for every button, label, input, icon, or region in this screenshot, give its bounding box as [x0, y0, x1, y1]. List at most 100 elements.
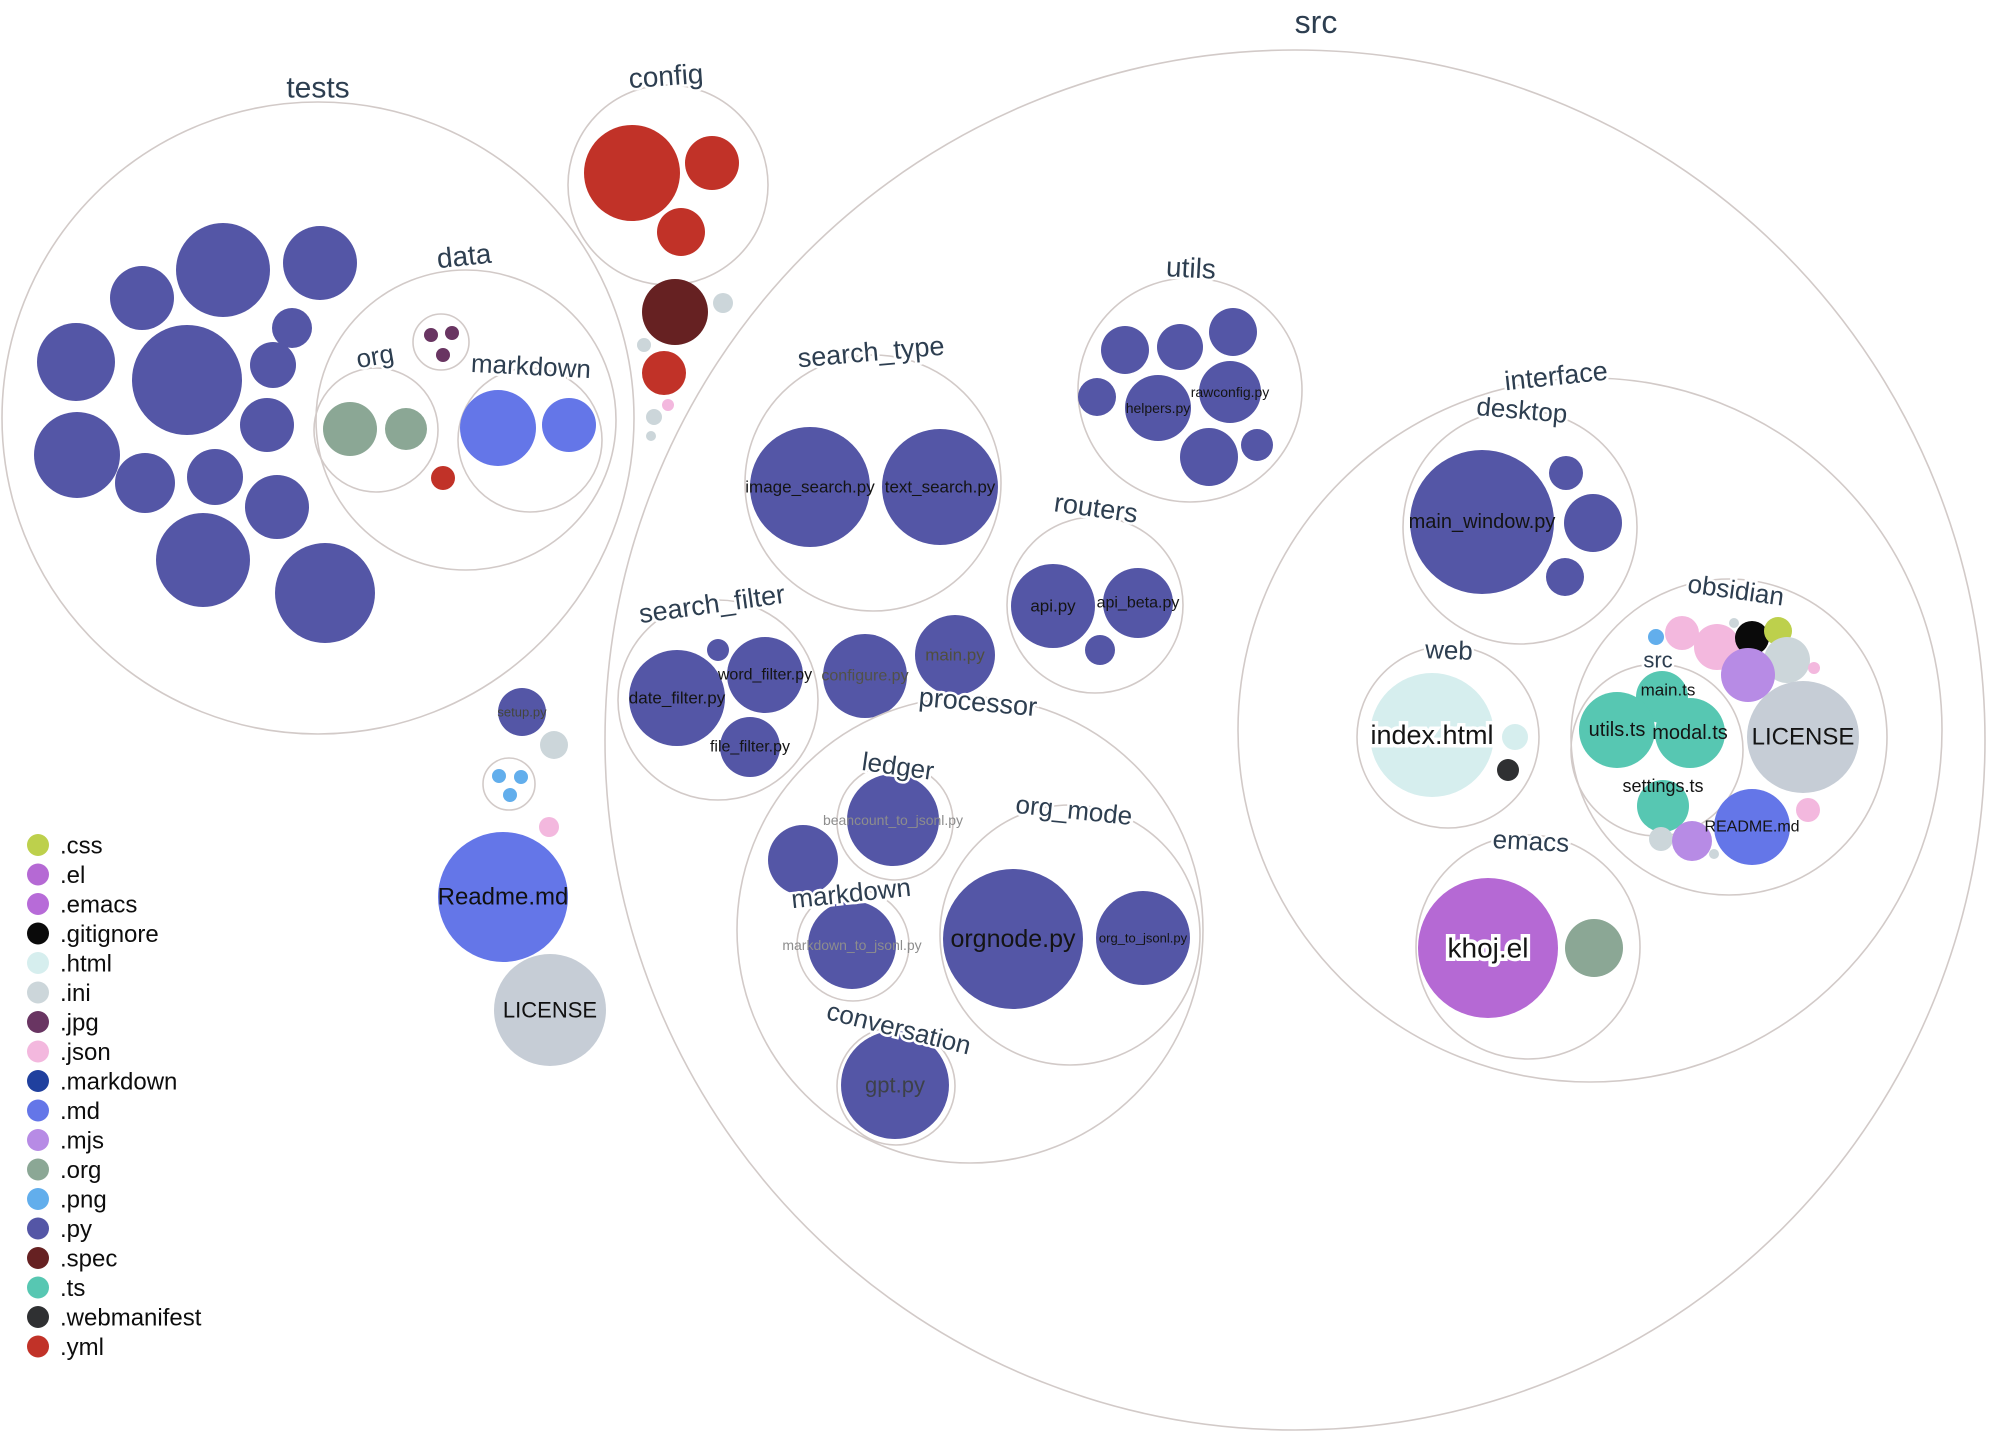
file-circle-modal-ts[interactable] [1655, 698, 1725, 768]
file-circle-yml-file[interactable] [642, 351, 686, 395]
file-circle-org-file[interactable] [1565, 919, 1623, 977]
file-circle-gitignore-file[interactable] [1735, 621, 1769, 655]
file-circle-license[interactable] [494, 954, 606, 1066]
file-circle-md-file[interactable] [460, 390, 536, 466]
file-circle-py-file[interactable] [283, 226, 357, 300]
file-circle-py-file[interactable] [707, 639, 729, 661]
file-circle-png-file[interactable] [492, 769, 506, 783]
file-circle-html-file[interactable] [1502, 724, 1528, 750]
file-circle-py-file[interactable] [156, 513, 250, 607]
file-circle-api-py[interactable] [1011, 564, 1095, 648]
dir-circle-conversation[interactable] [836, 1026, 956, 1146]
file-circle-jpg-file[interactable] [445, 326, 459, 340]
file-circle-helpers-py[interactable] [1125, 375, 1191, 441]
file-circle-ini-file[interactable] [540, 731, 568, 759]
file-circle-py-file[interactable] [768, 825, 838, 895]
file-circle-readme-md[interactable] [1714, 789, 1790, 865]
file-circle-org-to-jsonl-py[interactable] [1096, 891, 1190, 985]
file-circle-py-file[interactable] [187, 449, 243, 505]
file-circle-file-filter-py[interactable] [720, 717, 780, 777]
file-circle-py-file[interactable] [115, 453, 175, 513]
dir-circle-emacs[interactable] [1415, 834, 1641, 1060]
dir-circle-routers[interactable] [1006, 516, 1184, 694]
file-circle-khoj-el[interactable] [1418, 878, 1558, 1018]
file-circle-json-file[interactable] [1796, 798, 1820, 822]
file-circle-py-file[interactable] [1078, 378, 1116, 416]
dir-circle-png-folder[interactable] [482, 757, 536, 811]
file-circle-py-file[interactable] [1157, 324, 1203, 370]
file-circle-py-file[interactable] [1564, 494, 1622, 552]
file-circle-yml-file[interactable] [584, 125, 680, 221]
file-circle-md-file[interactable] [542, 398, 596, 452]
file-circle-png-file[interactable] [503, 788, 517, 802]
file-circle-readme-md[interactable] [438, 832, 568, 962]
file-circle-py-file[interactable] [1209, 308, 1257, 356]
file-circle-setup-py[interactable] [498, 688, 546, 736]
file-circle-word-filter-py[interactable] [727, 637, 803, 713]
file-circle-ini-file[interactable] [637, 338, 651, 352]
file-circle-orgnode-py[interactable] [943, 869, 1083, 1009]
file-circle-py-file[interactable] [110, 266, 174, 330]
file-circle-ini-file[interactable] [1709, 849, 1719, 859]
file-circle-py-file[interactable] [176, 223, 270, 317]
file-circle-json-file[interactable] [1665, 616, 1699, 650]
dir-circle-search-type[interactable] [744, 354, 1002, 612]
dir-circle-search-filter[interactable] [617, 599, 819, 801]
file-circle-main-window-py[interactable] [1410, 450, 1554, 594]
dir-circle-desktop[interactable] [1402, 409, 1638, 645]
dir-circle-src[interactable] [604, 49, 1986, 1431]
file-circle-png-file[interactable] [1648, 629, 1664, 645]
file-circle-date-filter-py[interactable] [629, 650, 725, 746]
file-circle-py-file[interactable] [1180, 428, 1238, 486]
file-circle-jpg-file[interactable] [436, 348, 450, 362]
file-circle-api-beta-py[interactable] [1103, 568, 1173, 638]
file-circle-gpt-py[interactable] [841, 1031, 949, 1139]
file-circle-yml-file[interactable] [657, 208, 705, 256]
file-circle-py-file[interactable] [34, 412, 120, 498]
file-circle-png-file[interactable] [514, 770, 528, 784]
file-circle-json-file[interactable] [539, 817, 559, 837]
dir-circle-processor[interactable] [736, 696, 1204, 1164]
file-circle-ini-file[interactable] [1764, 637, 1810, 683]
file-circle-ini-file[interactable] [1649, 827, 1673, 851]
dir-circle-ledger[interactable] [836, 763, 954, 881]
file-circle-text-search-py[interactable] [882, 429, 998, 545]
file-circle-spec-file[interactable] [642, 279, 708, 345]
dir-circle-interface[interactable] [1237, 377, 1943, 1083]
file-circle-yml-file[interactable] [685, 136, 739, 190]
file-circle-py-file[interactable] [1546, 558, 1584, 596]
file-circle-ini-file[interactable] [646, 409, 662, 425]
dir-circle-utils[interactable] [1077, 277, 1303, 503]
file-circle-rawconfig-py[interactable] [1199, 361, 1261, 423]
dir-circle-web[interactable] [1356, 645, 1540, 829]
file-circle-py-file[interactable] [1101, 326, 1149, 374]
file-circle-py-file[interactable] [245, 475, 309, 539]
file-circle-image-search-py[interactable] [750, 427, 870, 547]
file-circle-py-file[interactable] [272, 308, 312, 348]
file-circle-json-file[interactable] [662, 399, 674, 411]
file-circle-main-py[interactable] [915, 615, 995, 695]
file-circle-jpg-file[interactable] [424, 328, 438, 342]
file-circle-ini-file[interactable] [1729, 618, 1739, 628]
file-circle-webmanifest-file[interactable] [1497, 759, 1519, 781]
file-circle-beancount-to-jsonl-py[interactable] [847, 774, 939, 866]
dir-circle-tests[interactable] [1, 101, 635, 735]
file-circle-py-file[interactable] [1549, 456, 1583, 490]
file-circle-ini-file[interactable] [713, 293, 733, 313]
file-circle-py-file[interactable] [250, 342, 296, 388]
file-circle-py-file[interactable] [1085, 635, 1115, 665]
file-circle-py-file[interactable] [37, 323, 115, 401]
dir-circle-processor-markdown[interactable] [796, 888, 910, 1002]
dir-circle-data-org[interactable] [313, 367, 439, 493]
file-circle-mjs-file[interactable] [1672, 821, 1712, 861]
dir-circle-data-jpg-folder[interactable] [412, 313, 470, 371]
file-circle-json-file[interactable] [1808, 662, 1820, 674]
file-circle-yml-file[interactable] [431, 466, 455, 490]
file-circle-license[interactable] [1747, 681, 1859, 793]
file-circle-mjs-file[interactable] [1721, 648, 1775, 702]
dir-circle-data[interactable] [315, 269, 617, 571]
file-circle-org-file[interactable] [323, 402, 377, 456]
file-circle-configure-py[interactable] [823, 634, 907, 718]
file-circle-py-file[interactable] [275, 543, 375, 643]
dir-circle-obsidian[interactable] [1570, 578, 1888, 896]
